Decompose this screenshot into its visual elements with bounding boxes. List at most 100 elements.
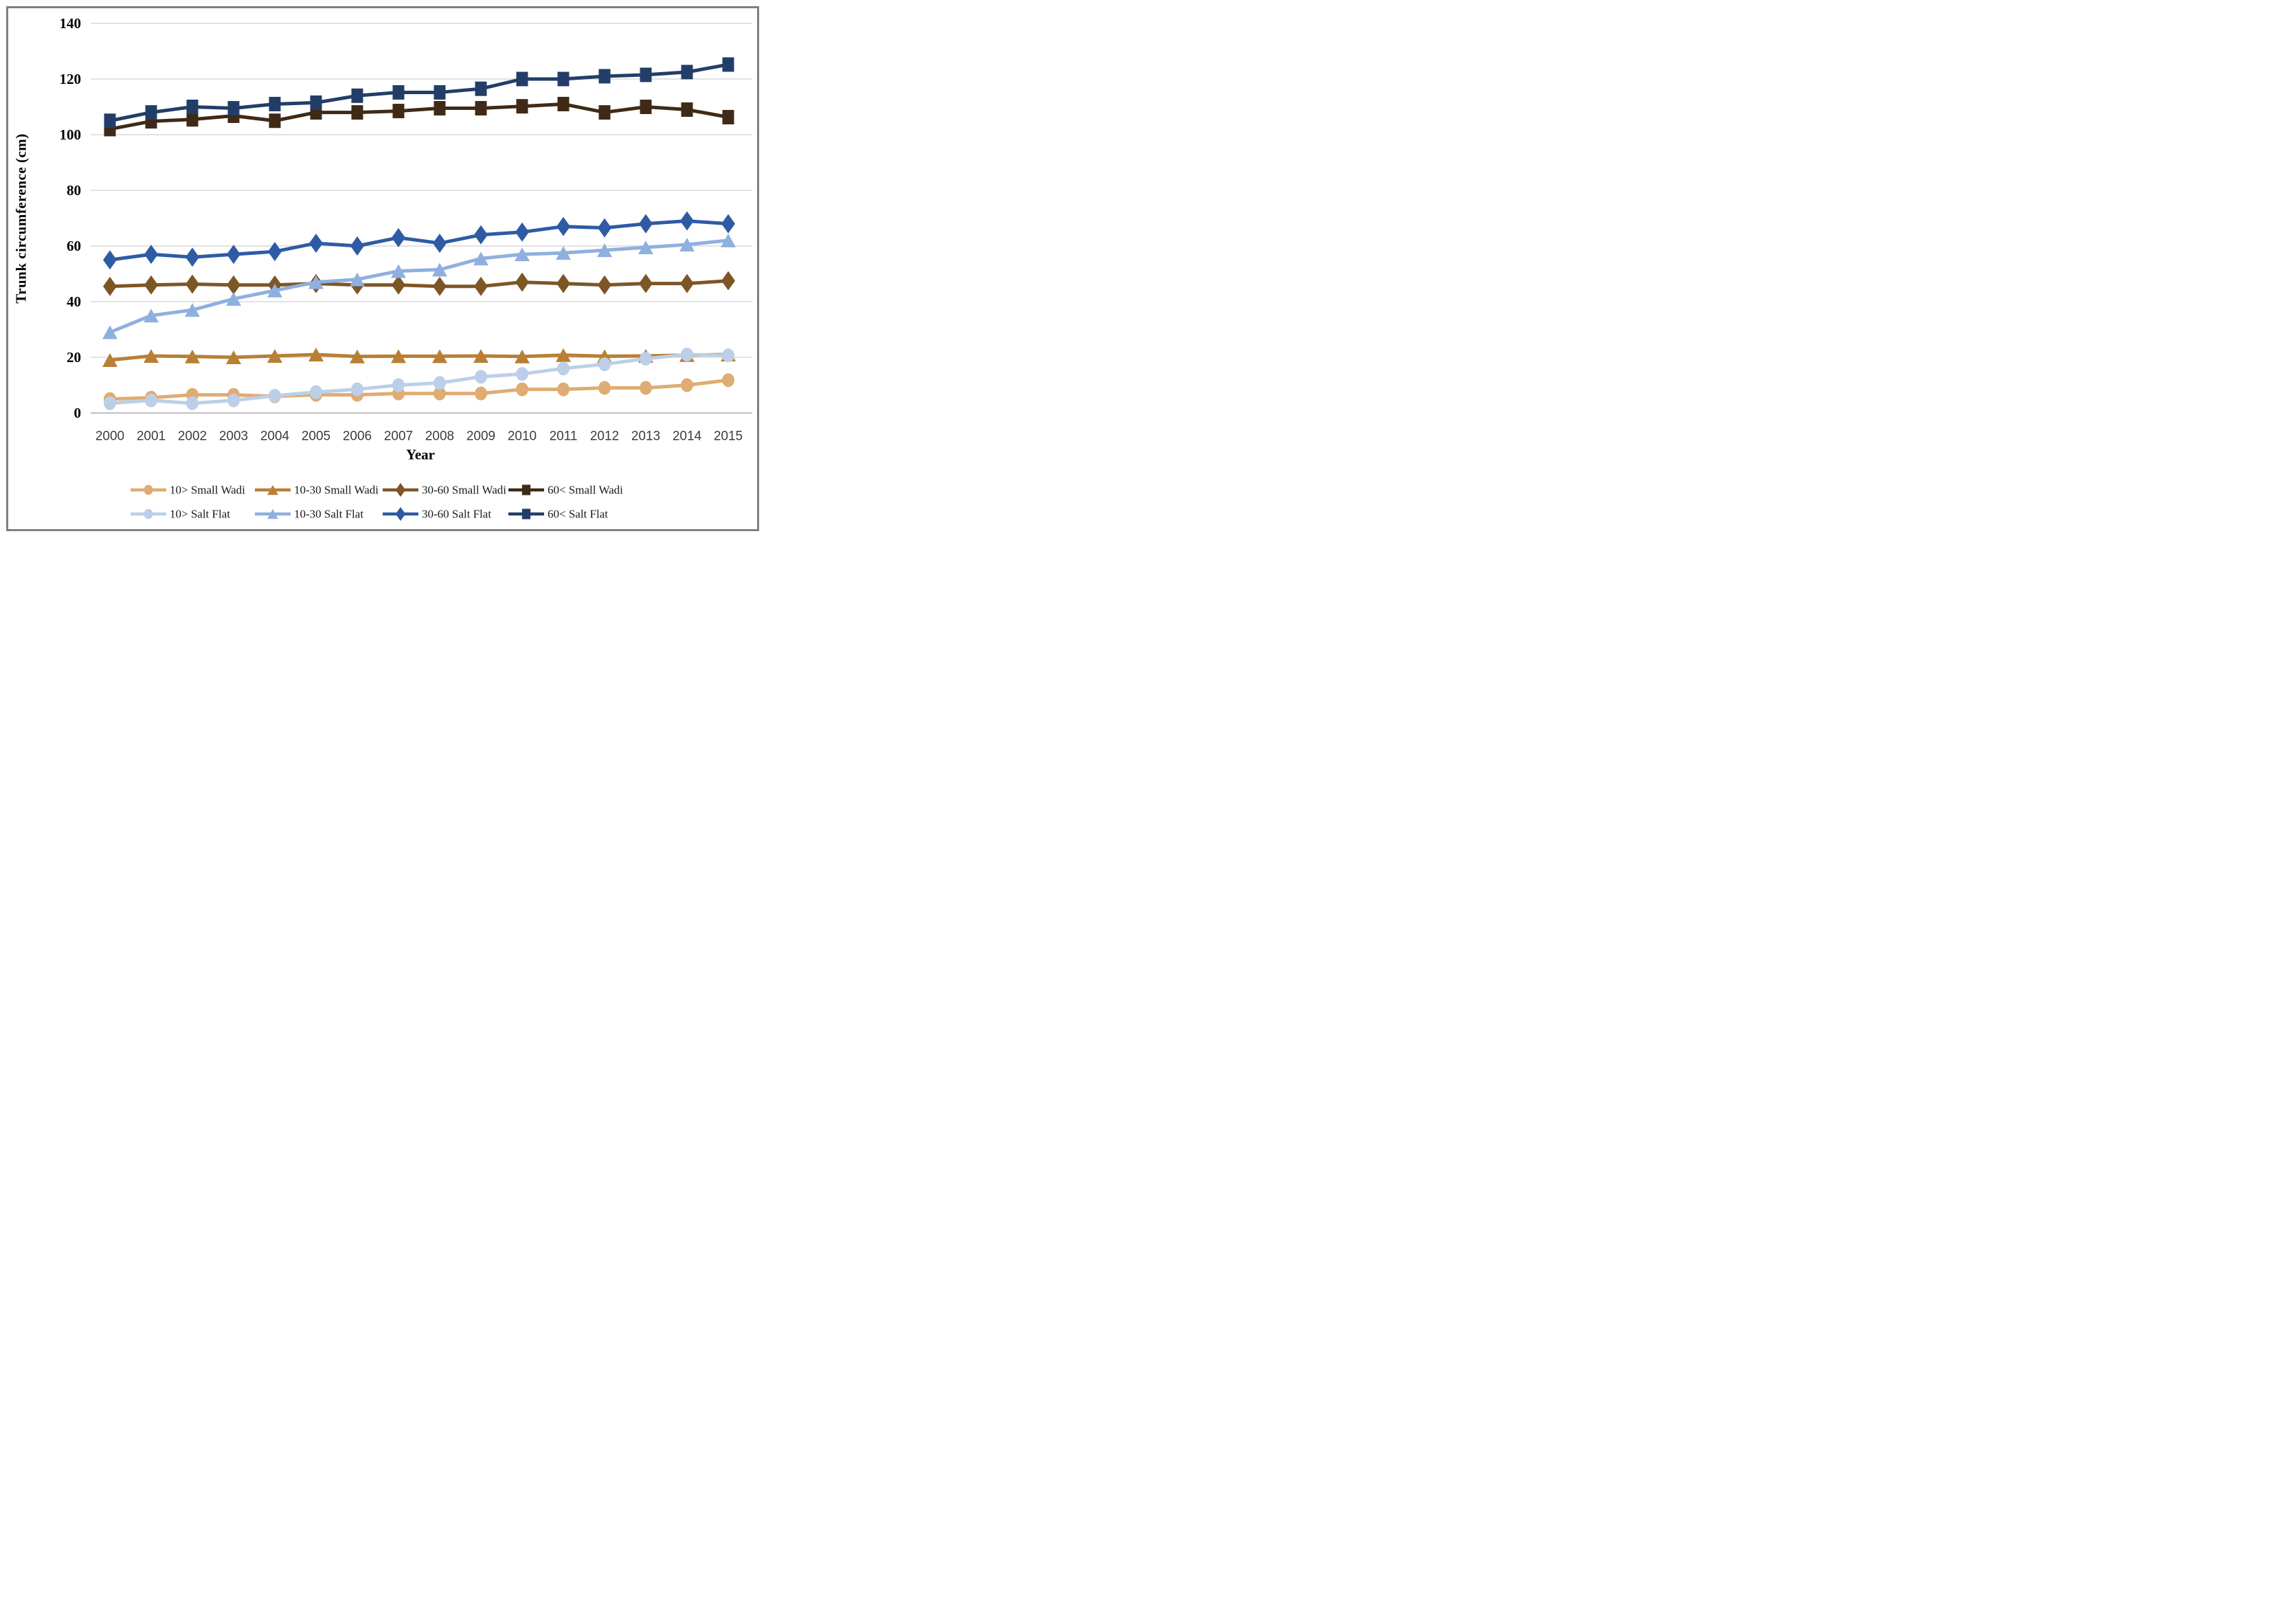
data-point-marker (598, 69, 611, 84)
data-point-marker (269, 388, 281, 403)
data-point-marker (268, 242, 282, 262)
data-point-marker (144, 275, 158, 295)
line-chart: 0 20 40 60 80 100 120 140 2000 2001 2002 2003 2004 20… (0, 0, 765, 537)
data-point-marker (680, 273, 694, 293)
x-tick-label: 2011 (550, 429, 578, 444)
data-point-marker (474, 276, 488, 296)
data-point-marker (186, 112, 199, 127)
x-tick-label: 2006 (343, 429, 372, 444)
data-point-marker (227, 245, 240, 265)
data-point-marker (475, 81, 487, 96)
data-point-marker (185, 349, 200, 363)
legend-label: 30-60 Small Wadi (422, 484, 506, 497)
legend-key-marker (521, 484, 531, 495)
data-point-marker (640, 352, 652, 366)
data-point-marker (557, 361, 570, 376)
data-point-marker (433, 233, 447, 253)
y-tick-label: 120 (60, 71, 82, 87)
legend-label: 30-60 Salt Flat (422, 508, 491, 521)
data-point-marker (556, 348, 571, 362)
legend-label: 60< Small Wadi (548, 484, 623, 497)
x-tick-label: 2004 (260, 429, 290, 444)
data-point-marker (350, 272, 365, 287)
data-point-marker (721, 214, 735, 234)
data-point-marker (721, 271, 735, 291)
data-point-marker (267, 348, 282, 363)
data-point-marker (310, 95, 322, 110)
data-point-marker (516, 367, 528, 381)
data-point-marker (185, 274, 199, 294)
data-point-marker (557, 382, 570, 396)
data-point-marker (681, 378, 693, 392)
y-tick-label: 140 (60, 15, 82, 32)
data-point-marker (104, 396, 116, 410)
data-point-marker (145, 393, 157, 407)
legend-key-marker (144, 508, 153, 519)
data-point-marker (392, 275, 405, 295)
data-point-marker (350, 349, 365, 363)
data-point-marker (640, 381, 652, 395)
data-point-marker (269, 96, 281, 111)
series-line (108, 219, 730, 262)
data-point-marker (226, 350, 241, 364)
data-point-marker (598, 381, 611, 395)
data-point-marker (640, 100, 652, 114)
y-tick-label: 40 (67, 293, 81, 310)
series-line (108, 63, 730, 123)
data-point-marker (557, 96, 570, 111)
data-point-marker (557, 71, 570, 87)
legend-key-marker (395, 482, 406, 497)
data-point-marker (515, 349, 530, 363)
data-point-marker (638, 240, 653, 255)
data-point-marker (433, 276, 447, 296)
data-point-marker (144, 245, 158, 265)
data-point-marker (144, 309, 159, 323)
data-point-marker (722, 348, 734, 363)
legend-label: 10-30 Salt Flat (294, 508, 363, 521)
data-point-marker (392, 378, 405, 392)
data-point-marker (722, 109, 734, 124)
series-line (108, 238, 730, 335)
data-point-marker (310, 385, 322, 399)
series-line (108, 102, 730, 131)
data-point-marker (598, 275, 611, 295)
data-point-marker (103, 250, 117, 270)
data-point-marker (145, 105, 157, 120)
data-point-marker (679, 237, 695, 251)
x-tick-label: 2008 (425, 429, 454, 444)
data-point-marker (351, 382, 363, 396)
data-point-marker (351, 88, 363, 103)
x-axis-title: Year (406, 446, 435, 463)
data-point-marker (227, 275, 240, 295)
data-point-marker (186, 396, 199, 410)
legend-key-marker (267, 484, 278, 495)
data-point-marker (309, 233, 323, 253)
data-point-marker (556, 246, 571, 260)
data-point-marker (598, 218, 611, 238)
data-point-marker (516, 382, 528, 396)
data-point-marker (515, 272, 529, 292)
data-point-marker (267, 283, 282, 298)
data-point-marker (556, 273, 570, 293)
legend-label: 10> Small Wadi (170, 484, 245, 497)
data-point-marker (722, 373, 734, 388)
data-point-marker (185, 247, 199, 267)
x-tick-label: 2010 (508, 429, 537, 444)
series-line (108, 279, 730, 289)
data-point-marker (227, 393, 240, 407)
data-point-marker (434, 386, 446, 401)
data-point-marker (103, 276, 117, 296)
data-point-marker (226, 291, 241, 306)
data-point-marker (721, 233, 736, 247)
data-point-marker (434, 376, 446, 390)
data-point-marker (475, 101, 487, 116)
data-point-marker (104, 113, 116, 128)
data-point-marker (102, 325, 117, 339)
y-tick-label: 100 (60, 126, 82, 143)
data-point-marker (391, 349, 406, 363)
y-tick-label: 60 (67, 238, 81, 254)
y-axis-title: Trunk circumference (cm) (12, 133, 30, 304)
x-tick-label: 2014 (673, 429, 702, 444)
y-tick-label: 0 (74, 405, 82, 421)
data-point-marker (391, 264, 406, 278)
